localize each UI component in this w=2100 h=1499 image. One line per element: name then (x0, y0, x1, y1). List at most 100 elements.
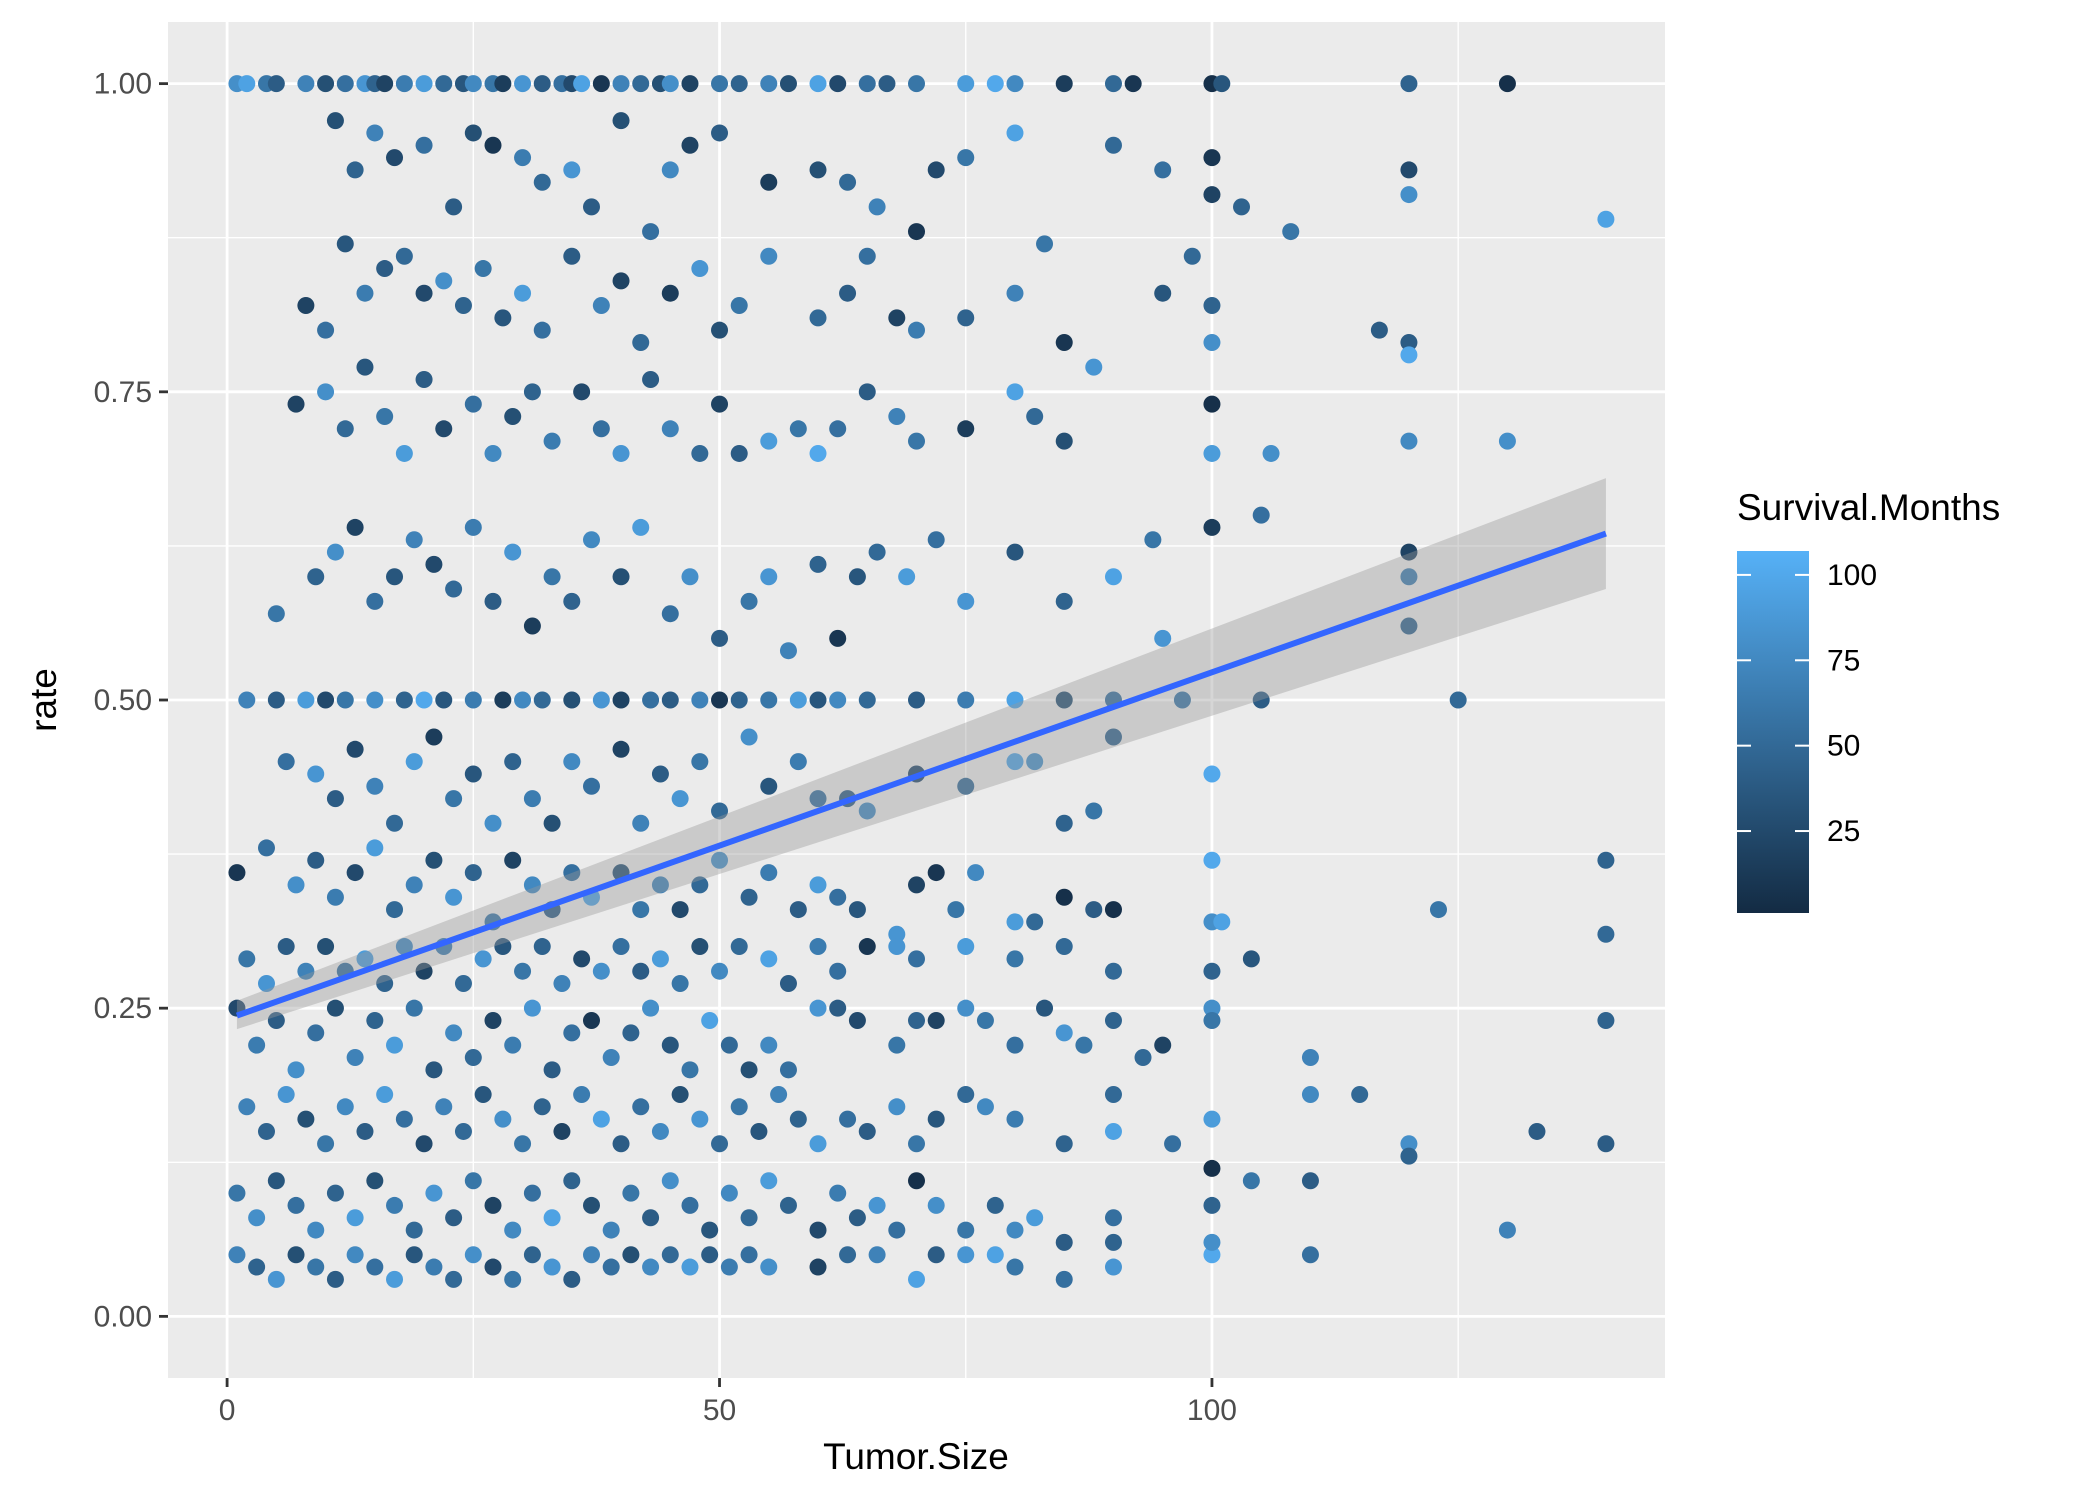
data-point (1203, 999, 1221, 1017)
data-point (317, 75, 335, 93)
data-point (484, 1012, 502, 1030)
data-point (1104, 1233, 1122, 1251)
data-point (504, 753, 522, 771)
data-point (563, 753, 581, 771)
data-point (1154, 1036, 1172, 1054)
data-points (228, 75, 1615, 1288)
data-point (307, 765, 325, 783)
data-point (277, 938, 295, 956)
data-point (957, 75, 975, 93)
x-axis-title: Tumor.Size (823, 1436, 1009, 1477)
data-point (504, 1036, 522, 1054)
y-tick-label: 0.25 (94, 992, 152, 1025)
data-point (750, 1122, 768, 1140)
y-tick-label: 1.00 (94, 68, 152, 101)
data-point (307, 1221, 325, 1239)
data-point (1104, 728, 1122, 746)
data-point (1104, 1122, 1122, 1140)
data-point (1085, 802, 1103, 820)
data-point (533, 1098, 551, 1116)
data-point (533, 321, 551, 339)
data-point (474, 950, 492, 968)
data-point (1085, 358, 1103, 376)
data-point (376, 407, 394, 425)
data-point (1597, 1135, 1615, 1153)
data-point (701, 1246, 719, 1264)
data-point (1203, 334, 1221, 352)
data-point (612, 272, 630, 290)
data-point (1026, 913, 1044, 931)
data-point (435, 420, 453, 438)
data-point (445, 888, 463, 906)
data-point (257, 839, 275, 857)
data-point (464, 1048, 482, 1066)
data-point (543, 1209, 561, 1227)
data-point (711, 802, 729, 820)
data-point (484, 136, 502, 154)
data-point (366, 839, 384, 857)
data-point (642, 1209, 660, 1227)
data-point (425, 1184, 443, 1202)
data-point (681, 1258, 699, 1276)
data-point (504, 407, 522, 425)
data-point (494, 938, 512, 956)
data-point (760, 173, 778, 191)
data-point (829, 999, 847, 1017)
data-point (1104, 1258, 1122, 1276)
data-point (908, 1012, 925, 1030)
data-point (632, 962, 650, 980)
data-point (661, 605, 679, 623)
data-point (1203, 1246, 1221, 1264)
data-point (1429, 901, 1447, 919)
data-point (573, 75, 591, 93)
data-point (336, 420, 354, 438)
data-point (484, 592, 502, 610)
data-point (415, 370, 433, 388)
data-point (366, 592, 384, 610)
data-point (711, 691, 729, 709)
data-point (908, 1270, 925, 1288)
data-point (395, 691, 413, 709)
data-point (1134, 1048, 1152, 1066)
data-point (1104, 901, 1122, 919)
data-point (297, 1110, 315, 1128)
data-point (445, 1270, 463, 1288)
data-point (1213, 75, 1231, 93)
data-point (740, 1061, 758, 1079)
data-point (1006, 1036, 1024, 1054)
data-point (445, 580, 463, 598)
data-point (287, 1061, 305, 1079)
data-point (228, 1184, 246, 1202)
data-point (248, 1258, 266, 1276)
data-point (839, 284, 857, 302)
data-point (523, 876, 541, 894)
data-point (1154, 629, 1172, 647)
data-point (908, 1135, 925, 1153)
data-point (740, 888, 758, 906)
data-point (711, 321, 729, 339)
data-point (671, 901, 689, 919)
data-point (573, 383, 591, 401)
data-point (957, 691, 975, 709)
data-point (582, 1246, 600, 1264)
data-point (829, 888, 847, 906)
data-point (848, 901, 866, 919)
y-tick-label: 0.75 (94, 376, 152, 409)
data-point (386, 568, 404, 586)
data-point (582, 1012, 600, 1030)
data-point (701, 1012, 719, 1030)
data-point (582, 531, 600, 549)
data-point (464, 518, 482, 536)
data-point (730, 75, 748, 93)
data-point (1242, 950, 1260, 968)
data-point (986, 75, 1004, 93)
data-point (858, 802, 876, 820)
data-point (760, 568, 778, 586)
data-point (888, 407, 906, 425)
data-point (711, 962, 729, 980)
data-point (760, 864, 778, 882)
data-point (957, 1246, 975, 1264)
data-point (573, 1085, 591, 1103)
data-point (1400, 346, 1418, 364)
data-point (326, 1184, 344, 1202)
